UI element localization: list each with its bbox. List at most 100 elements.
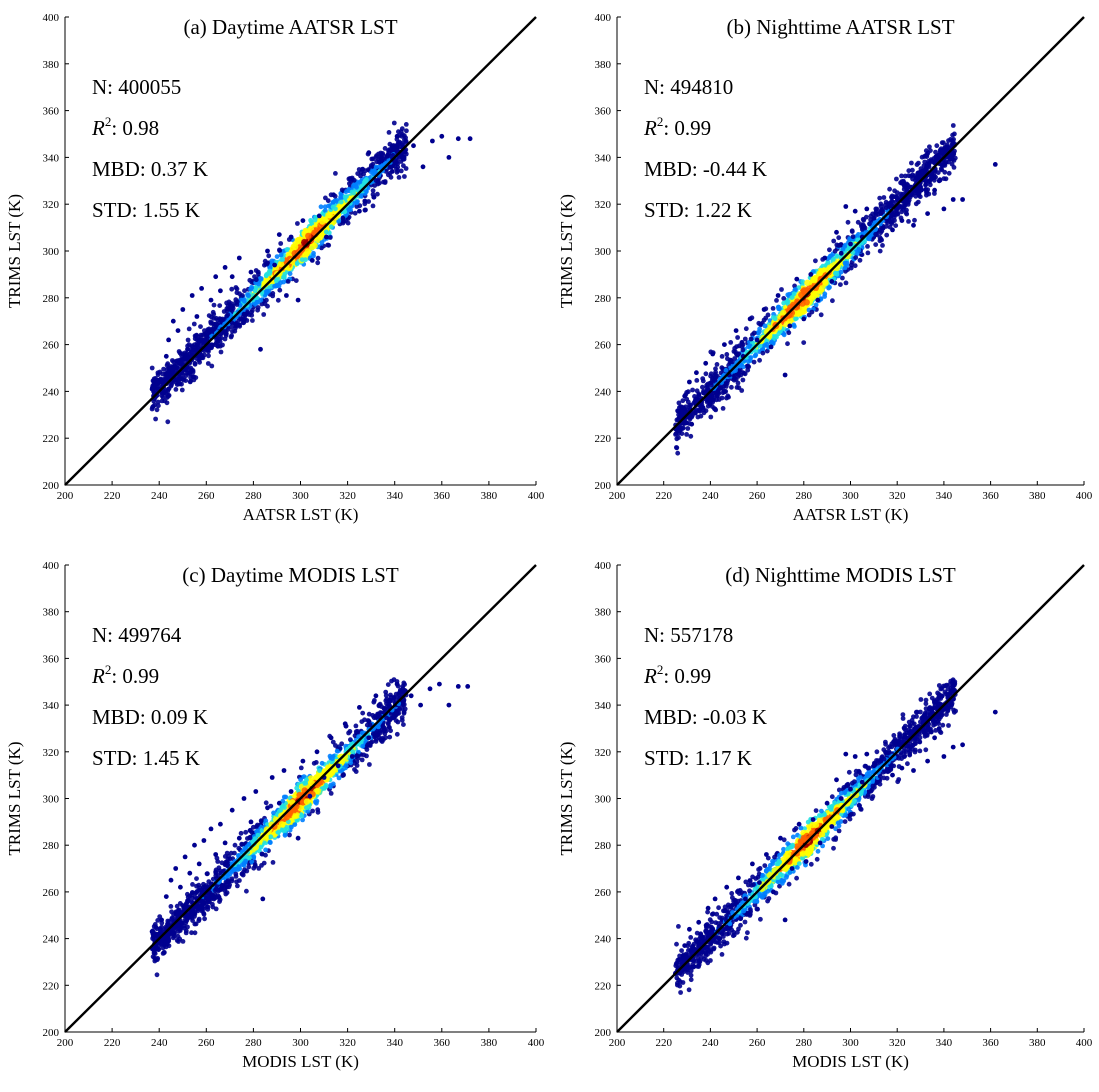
- y-tick-label: 360: [43, 106, 60, 118]
- density-dot: [217, 316, 223, 322]
- density-dot: [757, 326, 762, 332]
- scatter-point: [248, 819, 254, 825]
- density-dot: [843, 280, 849, 286]
- density-dot: [942, 169, 948, 175]
- density-dot: [848, 265, 854, 271]
- density-dot: [793, 287, 798, 292]
- density-dot: [708, 373, 713, 379]
- density-dot: [893, 223, 899, 229]
- density-dot: [937, 147, 943, 153]
- scatter-point: [149, 386, 155, 392]
- density-dot: [315, 809, 321, 815]
- y-axis-label: TRIMS LST (K): [5, 742, 24, 856]
- density-dot: [732, 356, 738, 361]
- density-dot: [906, 219, 911, 224]
- density-dot: [757, 343, 763, 349]
- scatter-point: [284, 293, 289, 298]
- density-dot: [377, 701, 383, 707]
- density-dot: [756, 320, 762, 326]
- density-dot: [309, 243, 316, 251]
- density-dot: [735, 335, 740, 340]
- density-dot: [946, 170, 952, 176]
- y-tick-label: 340: [595, 152, 612, 164]
- density-dot: [863, 214, 869, 220]
- density-dot: [285, 279, 291, 284]
- density-dot: [728, 340, 734, 345]
- y-tick-label: 320: [43, 199, 60, 211]
- density-dot: [204, 871, 210, 877]
- density-dot: [724, 352, 730, 357]
- density-dot: [373, 164, 379, 170]
- density-dot: [366, 741, 372, 746]
- data-points: [149, 133, 473, 397]
- density-dot: [293, 278, 299, 283]
- density-dot: [271, 810, 276, 816]
- scatter-point: [236, 835, 242, 841]
- density-dot: [236, 864, 242, 870]
- scatter-point: [187, 870, 193, 876]
- density-dot: [267, 268, 272, 274]
- density-dot: [232, 842, 238, 848]
- y-tick-label: 340: [43, 700, 60, 712]
- x-tick-label: 200: [57, 490, 74, 502]
- density-dot: [789, 295, 795, 300]
- density-dot: [327, 235, 333, 240]
- density-dot: [336, 775, 342, 781]
- density-dot: [169, 916, 175, 922]
- density-dot: [278, 280, 284, 286]
- stat-r2-symbol: R: [643, 116, 657, 140]
- scatter-point: [309, 258, 315, 263]
- density-dot: [914, 162, 920, 168]
- density-dot: [386, 130, 392, 135]
- density-dot: [194, 341, 200, 347]
- density-dot: [233, 297, 239, 303]
- density-dot: [745, 367, 751, 373]
- density-dot: [375, 191, 380, 197]
- density-dot: [842, 244, 848, 249]
- density-dot: [372, 698, 377, 703]
- density-dot: [249, 284, 254, 290]
- density-dot: [221, 309, 227, 314]
- density-dot: [827, 284, 832, 290]
- density-dot: [918, 166, 924, 172]
- density-dot: [913, 201, 919, 207]
- density-dot: [746, 359, 751, 364]
- scatter-point: [950, 197, 956, 202]
- density-dot: [299, 813, 304, 819]
- density-dot: [818, 312, 824, 318]
- density-dot: [894, 176, 899, 182]
- density-dot: [358, 173, 363, 179]
- density-dot: [254, 299, 260, 305]
- density-dot: [339, 187, 345, 193]
- density-dot: [304, 248, 312, 255]
- scatter-point: [295, 835, 301, 841]
- density-dot: [812, 290, 820, 298]
- density-dot: [213, 873, 219, 878]
- density-dot: [191, 374, 197, 380]
- scatter-point: [222, 840, 228, 846]
- scatter-point: [316, 213, 322, 219]
- density-dot: [688, 415, 693, 421]
- density-dot: [737, 363, 743, 369]
- density-dot: [256, 271, 261, 277]
- density-dot: [213, 906, 219, 912]
- density-dot: [881, 195, 887, 200]
- density-dot: [382, 728, 387, 733]
- scatter-point: [722, 342, 727, 347]
- density-dot: [223, 333, 229, 338]
- density-dot: [176, 939, 181, 944]
- stat-mbd: MBD: 0.09 K: [92, 705, 208, 729]
- panel-title: (b) Nighttime AATSR LST: [726, 15, 954, 39]
- density-dot: [364, 753, 369, 759]
- density-dot: [184, 351, 190, 356]
- scatter-point: [349, 754, 355, 759]
- density-dot: [258, 844, 264, 850]
- density-dot: [857, 257, 863, 263]
- density-dot: [948, 153, 954, 158]
- density-dot: [252, 862, 258, 867]
- scatter-point: [199, 286, 205, 291]
- density-dot: [173, 925, 179, 930]
- density-dot: [228, 303, 234, 309]
- density-dot: [910, 167, 915, 173]
- density-dot: [777, 306, 782, 312]
